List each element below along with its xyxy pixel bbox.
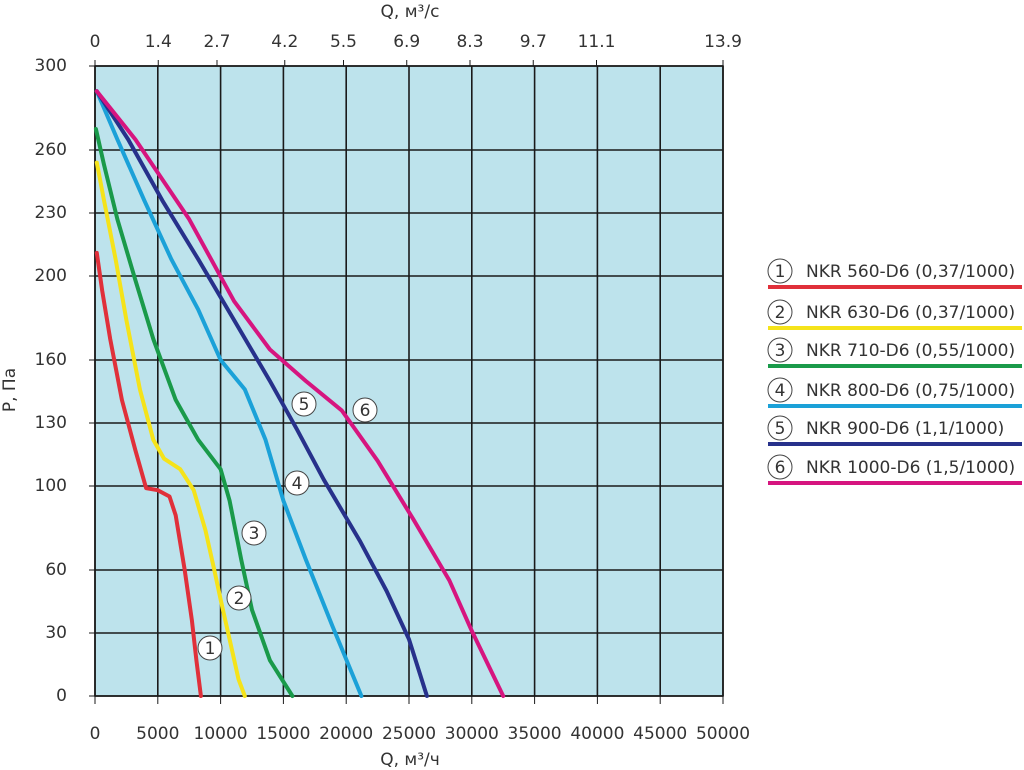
x-tick-label: 35000 — [508, 724, 562, 744]
curve-label: 4 — [292, 474, 303, 494]
legend-label: NKR 900-D6 (1,1/1000) — [806, 419, 1004, 439]
legend-number: 2 — [775, 303, 786, 323]
curve-badge — [241, 520, 267, 546]
x-tick-label: 5000 — [136, 724, 179, 744]
y-axis-title: P, Па — [0, 368, 20, 412]
x-tick-label: 30000 — [445, 724, 499, 744]
y-tick-label: 60 — [45, 560, 67, 580]
curve-label: 1 — [205, 639, 216, 659]
legend-badge — [767, 377, 793, 403]
y-tick-label: 0 — [56, 686, 67, 706]
y-tick-label: 30 — [45, 623, 67, 643]
x2-axis-title: Q, м³/с — [381, 2, 440, 22]
curve-badge — [284, 470, 310, 496]
x2-tick-label: 13.9 — [704, 32, 742, 52]
x-tick-label: 25000 — [382, 724, 436, 744]
x-tick-label: 45000 — [633, 724, 687, 744]
legend-badge — [767, 415, 793, 441]
legend-badge — [767, 454, 793, 480]
x-tick-label: 0 — [90, 724, 101, 744]
legend-label: NKR 710-D6 (0,55/1000) — [806, 341, 1015, 361]
x2-tick-label: 11.1 — [578, 32, 616, 52]
legend-entry: 2 NKR 630-D6 (0,37/1000) — [767, 299, 1022, 330]
x2-tick-label: 2.7 — [203, 32, 230, 52]
legend-number: 3 — [775, 341, 786, 361]
y-tick-label: 300 — [35, 56, 67, 76]
x2-tick-label: 8.3 — [456, 32, 483, 52]
legend-entry: 6 NKR 1000-D6 (1,5/1000) — [767, 454, 1022, 485]
curve-badge — [291, 391, 317, 417]
x-tick-label: 50000 — [696, 724, 750, 744]
legend-number: 5 — [775, 419, 786, 439]
curve — [94, 89, 364, 698]
legend-badge — [767, 258, 793, 284]
curve-label: 5 — [299, 395, 310, 415]
y-tick-label: 130 — [35, 413, 67, 433]
x2-tick-label: 5.5 — [330, 32, 357, 52]
legend-badge — [767, 337, 793, 363]
y-tick-label: 200 — [35, 266, 67, 286]
x-tick-label: 10000 — [194, 724, 248, 744]
legend-entry: 4 NKR 800-D6 (0,75/1000) — [767, 377, 1022, 408]
x2-tick-label: 4.2 — [271, 32, 298, 52]
y-tick-label: 160 — [35, 350, 67, 370]
curve — [94, 160, 247, 698]
legend-label: NKR 800-D6 (0,75/1000) — [806, 381, 1015, 401]
y-tick-label: 260 — [35, 140, 67, 160]
plot-frame — [94, 65, 724, 697]
y-tick-label: 230 — [35, 203, 67, 223]
x2-tick-label: 9.7 — [520, 32, 547, 52]
legend-label: NKR 630-D6 (0,37/1000) — [806, 303, 1015, 323]
y-tick-label: 100 — [35, 476, 67, 496]
curve — [93, 127, 295, 698]
x-tick-label: 20000 — [319, 724, 373, 744]
legend-label: NKR 560-D6 (0,37/1000) — [806, 262, 1015, 282]
x2-tick-label: 6.9 — [393, 32, 420, 52]
legend-number: 1 — [775, 262, 786, 282]
x-axis-title: Q, м³/ч — [380, 750, 440, 770]
legend-number: 6 — [775, 458, 786, 478]
legend-label: NKR 1000-D6 (1,5/1000) — [806, 458, 1015, 478]
curve-label: 3 — [249, 524, 260, 544]
curve — [94, 250, 203, 698]
x-tick-label: 40000 — [570, 724, 624, 744]
legend-badge — [767, 299, 793, 325]
curve — [94, 89, 429, 698]
curve-label: 6 — [360, 401, 371, 421]
x2-tick-label: 1.4 — [145, 32, 172, 52]
legend-entry: 5 NKR 900-D6 (1,1/1000) — [767, 415, 1022, 446]
x-tick-label: 15000 — [256, 724, 310, 744]
curve-badge — [226, 585, 252, 611]
x2-tick-label: 0 — [90, 32, 101, 52]
legend-entry: 1 NKR 560-D6 (0,37/1000) — [767, 258, 1022, 289]
legend-entry: 3 NKR 710-D6 (0,55/1000) — [767, 337, 1022, 368]
curve-badge — [197, 635, 223, 661]
legend-number: 4 — [775, 381, 786, 401]
curve — [94, 89, 506, 698]
curve-label: 2 — [234, 589, 245, 609]
curve-badge — [352, 397, 378, 423]
